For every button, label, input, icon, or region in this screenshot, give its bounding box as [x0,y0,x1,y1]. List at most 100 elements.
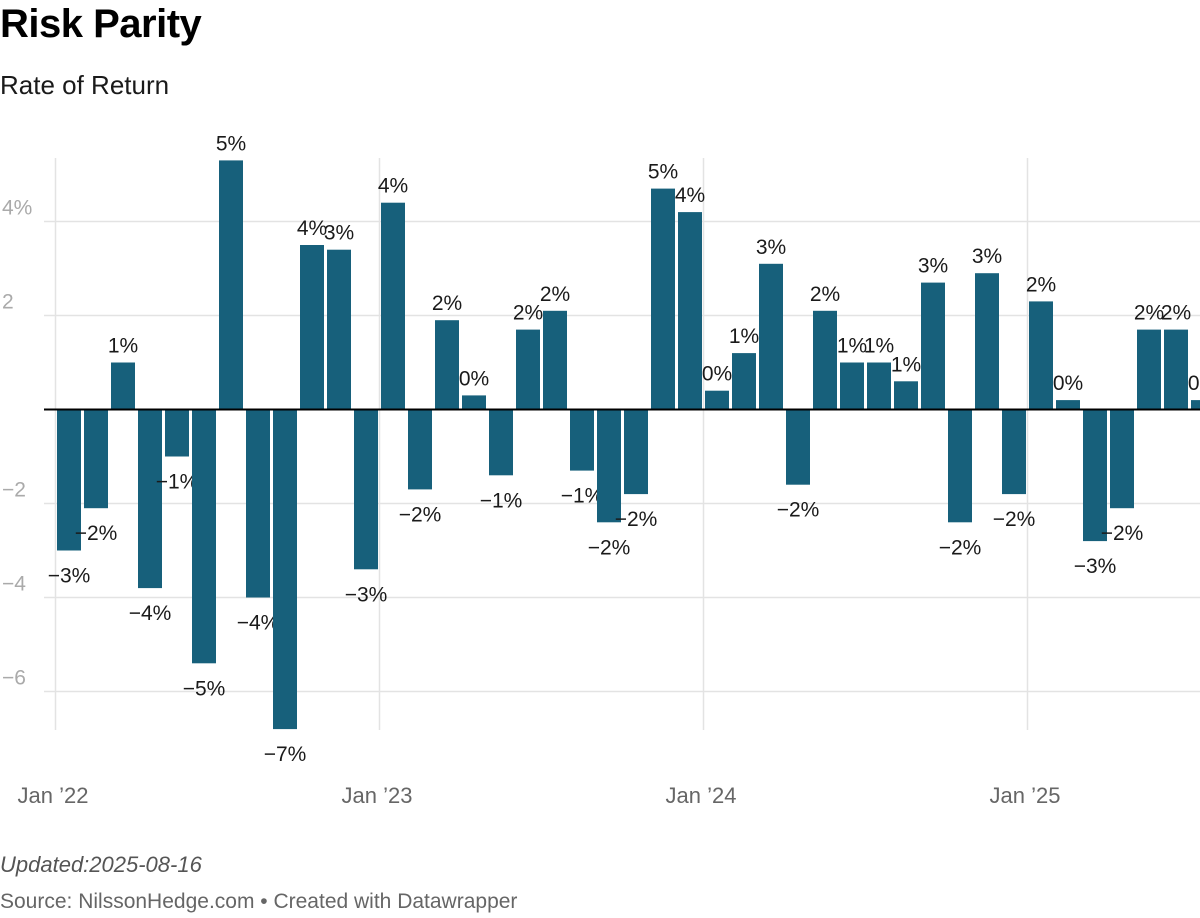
bar [273,409,297,730]
bar [651,188,675,410]
bar [435,320,459,410]
data-label: 3% [324,222,354,245]
bar [759,263,783,410]
data-label: 2% [513,302,543,325]
bar [1056,400,1080,410]
data-label: −2% [588,536,631,559]
updated-note: Updated:2025-08-16 [0,852,202,877]
data-label: −2% [615,508,658,531]
bar [219,160,243,410]
y-tick-label: −4 [2,573,26,596]
bar [327,249,351,410]
bar [948,409,972,523]
data-label: −1% [156,471,199,494]
bar [300,245,324,410]
bar [894,381,918,410]
data-label: 0% [702,363,732,386]
data-label: −2% [993,508,1036,531]
data-label: 1% [729,325,759,348]
x-tick-label: Jan ’25 [990,783,1061,808]
data-label: −2% [1101,522,1144,545]
data-label: 2% [810,283,840,306]
source-credit: Source: NilssonHedge.com • Created with … [0,890,518,913]
bar [192,409,216,664]
bar [570,409,594,471]
data-label: −2% [399,503,442,526]
bar [165,409,189,457]
data-label: −3% [345,583,388,606]
data-label: 1% [108,335,138,358]
data-label: 2% [1161,302,1191,325]
y-tick-label: 4% [2,197,32,220]
bar [786,409,810,485]
chart-title: Risk Parity [0,2,202,46]
bar [705,390,729,410]
bar [111,362,135,410]
data-label: −5% [183,677,226,700]
data-label: 3% [918,255,948,278]
data-label: 1% [837,335,867,358]
data-label: −2% [939,536,982,559]
data-label: 4% [378,175,408,198]
data-label: −4% [237,612,280,635]
data-label: 2% [1026,273,1056,296]
data-label: 2% [1134,302,1164,325]
data-label: −3% [1074,555,1117,578]
bar [840,362,864,410]
chart-subtitle: Rate of Return [0,70,170,100]
data-label: 2% [432,292,462,315]
data-label: −4% [129,602,172,625]
data-label: −7% [264,743,307,766]
bar [597,409,621,523]
bar [975,273,999,410]
data-label: 4% [675,184,705,207]
bar [489,409,513,476]
y-tick-label: 2 [2,291,14,314]
bar [516,329,540,410]
bar [1164,329,1188,410]
bar [354,409,378,570]
bar [1137,329,1161,410]
bar [1029,301,1053,410]
bar [678,212,702,410]
x-tick-label: Jan ’22 [18,783,89,808]
data-label: −1% [561,485,604,508]
data-label: 0% [1188,372,1200,395]
bar [867,362,891,410]
data-label: −2% [777,499,820,522]
data-label: 1% [891,353,921,376]
bar [1191,400,1200,410]
data-label: 0% [1053,372,1083,395]
y-tick-label: −6 [2,667,26,690]
bar [246,409,270,598]
x-tick-label: Jan ’24 [666,783,737,808]
data-label: 3% [972,245,1002,268]
bar [1002,409,1026,495]
bar [1083,409,1107,542]
bar [624,409,648,495]
bar [381,202,405,410]
data-label: 2% [540,283,570,306]
bar-chart: 4% 2 −2 −4 −6 Jan ’22 Jan ’23 Jan ’24 Jan ’25 −3%… [2,132,1200,808]
bar [543,310,567,410]
data-label: −1% [480,489,523,512]
bar [921,282,945,410]
data-label: 4% [297,217,327,240]
data-label: 5% [648,161,678,184]
data-label: −3% [48,565,91,588]
data-label: 5% [216,132,246,155]
data-label: 0% [459,367,489,390]
bar [408,409,432,490]
y-tick-label: −2 [2,479,26,502]
data-label: 3% [756,236,786,259]
bar [57,409,81,551]
bar [462,395,486,410]
x-tick-label: Jan ’23 [342,783,413,808]
bar [84,409,108,509]
data-label: −2% [75,522,118,545]
bar [813,310,837,410]
data-label: 1% [864,335,894,358]
bar [732,353,756,410]
bar [138,409,162,589]
bar [1110,409,1134,509]
